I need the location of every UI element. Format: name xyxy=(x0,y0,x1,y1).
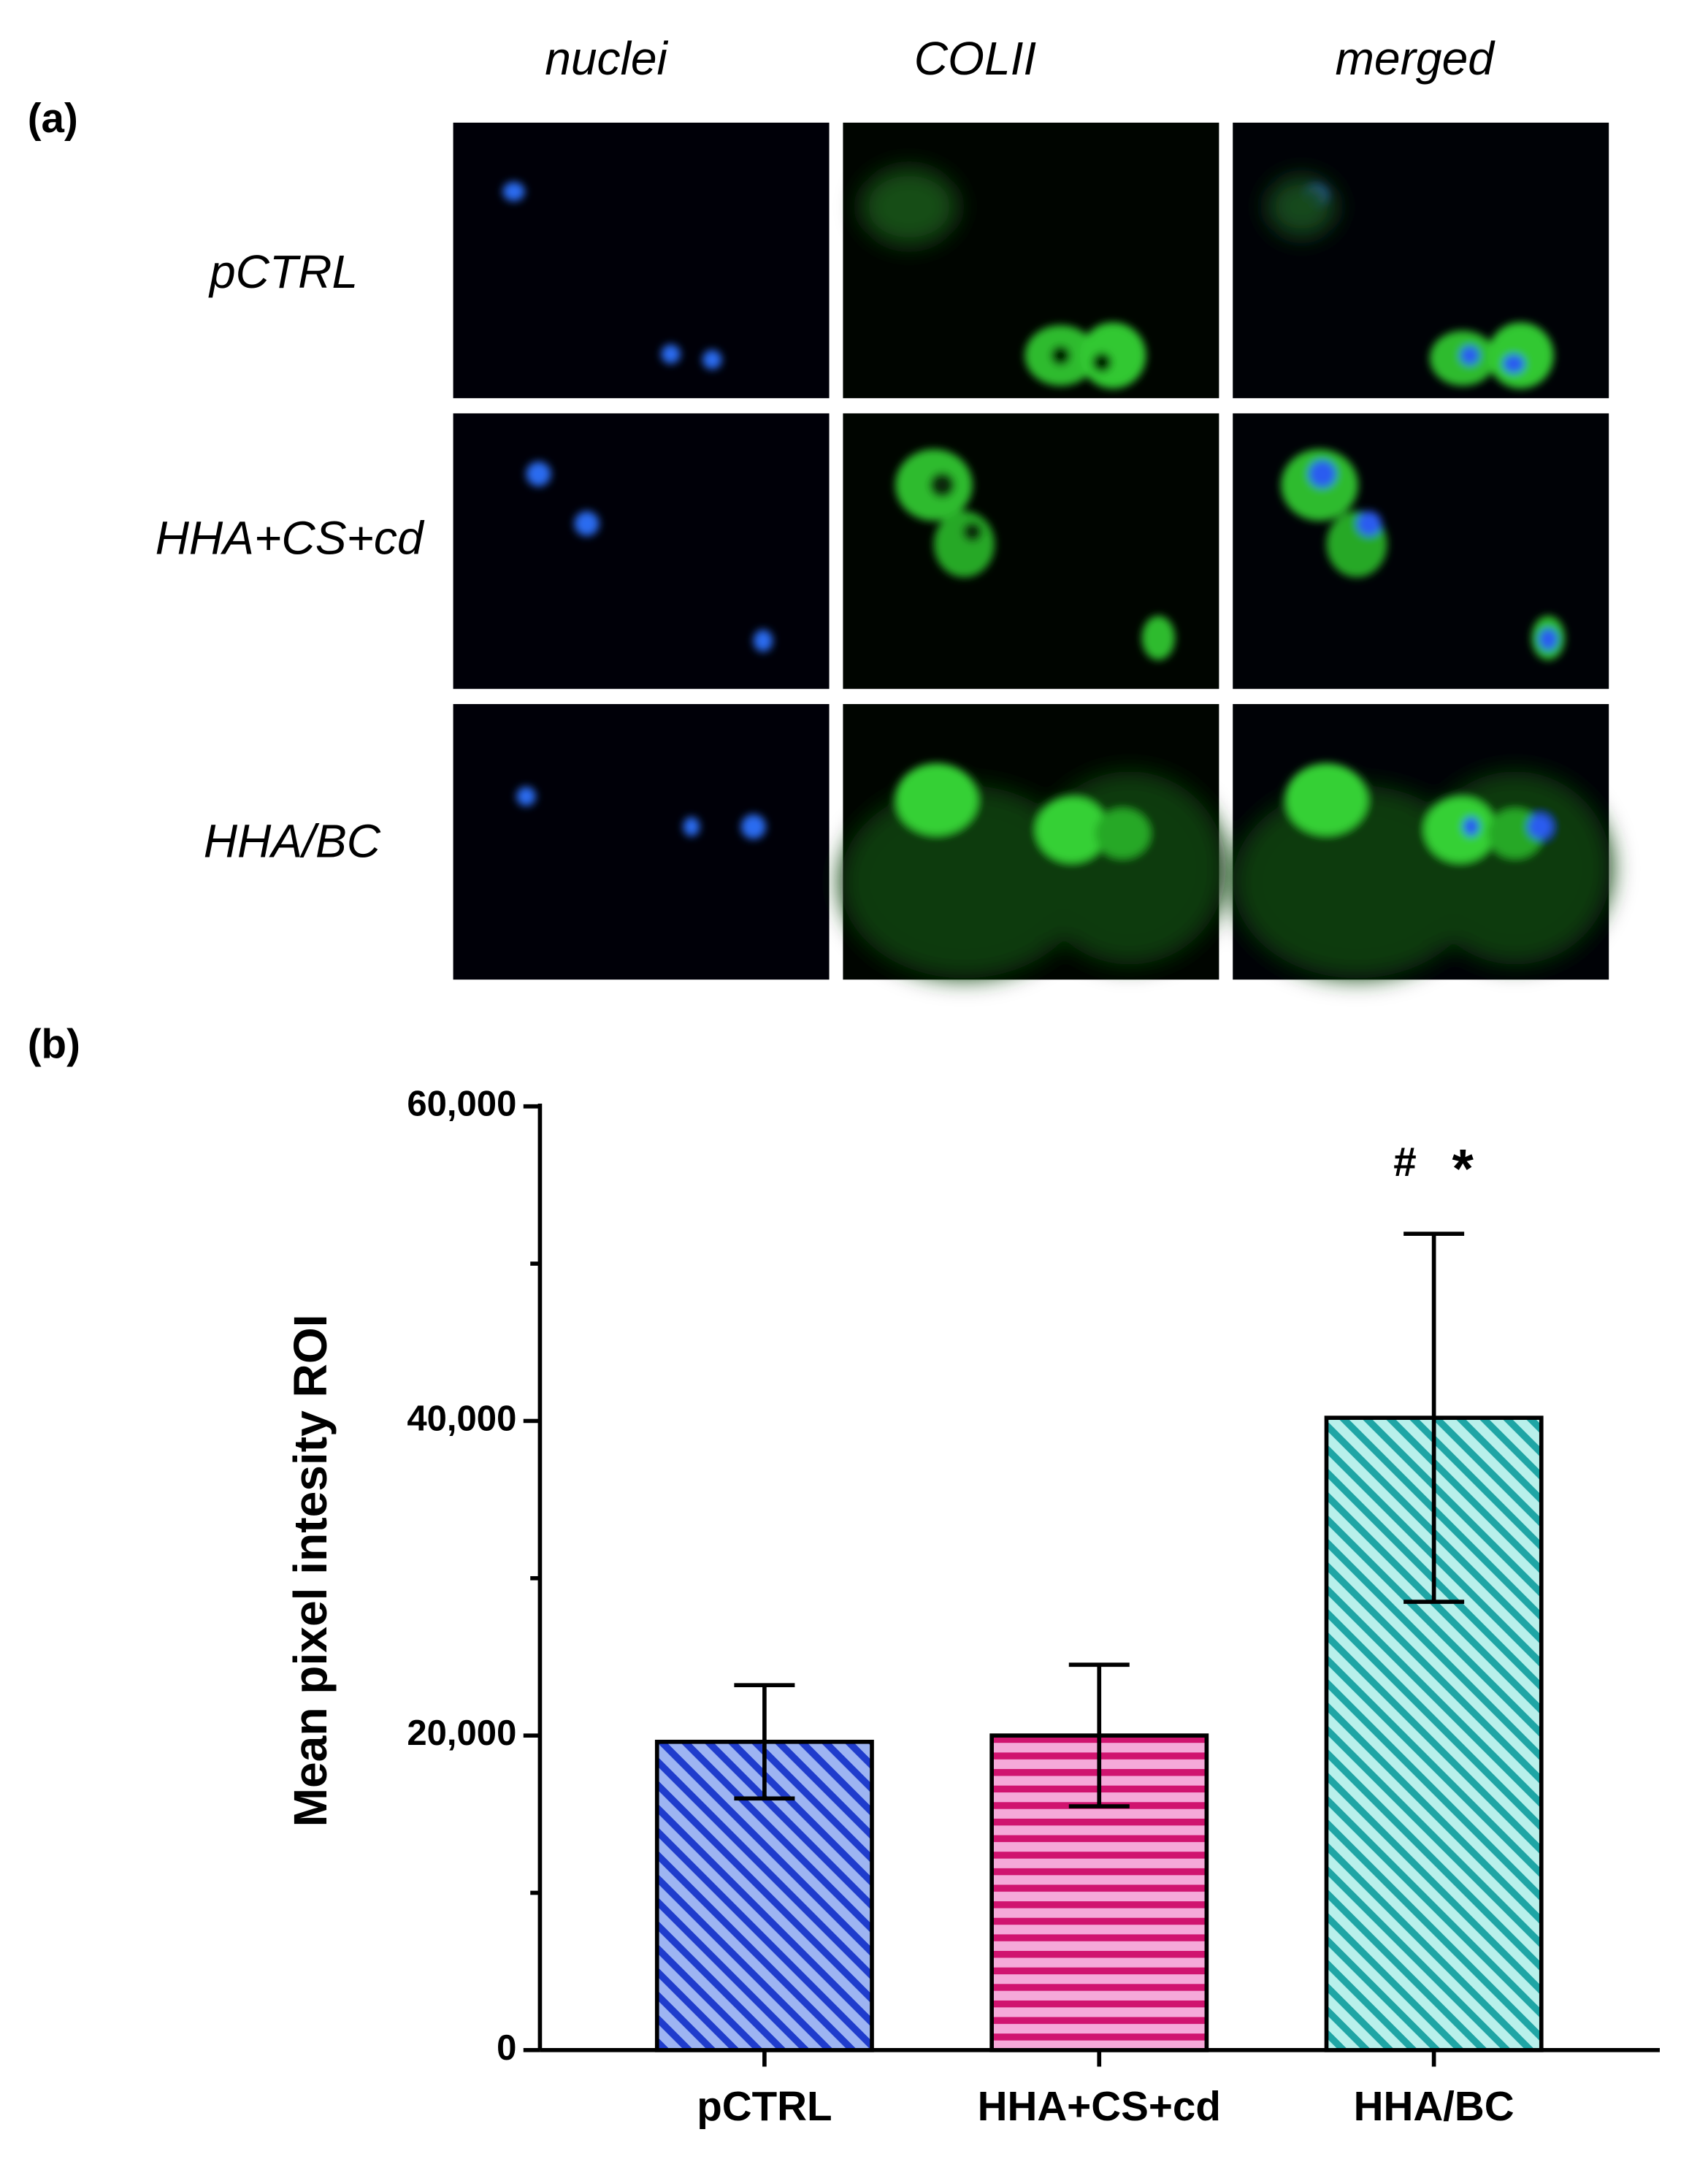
y-tick-label: 60,000 xyxy=(407,1085,516,1124)
significance-label: * xyxy=(1452,1138,1474,1199)
x-tick-label: pCTRL xyxy=(697,2083,832,2129)
micrograph xyxy=(453,703,830,980)
column-label: merged xyxy=(1336,32,1496,85)
column-label: COLII xyxy=(914,32,1037,85)
y-tick-label: 40,000 xyxy=(407,1399,516,1438)
panel-label: (b) xyxy=(28,1021,80,1067)
micrograph xyxy=(453,122,830,399)
row-label: pCTRL xyxy=(208,245,358,298)
error-bar xyxy=(1403,1231,1465,1604)
error-bar xyxy=(734,1683,795,1801)
panel-label: (a) xyxy=(28,95,78,141)
y-tick-label: 0 xyxy=(497,2028,516,2068)
row-label: HHA/BC xyxy=(204,814,381,867)
micrograph xyxy=(453,413,830,689)
x-tick-label: HHA/BC xyxy=(1354,2083,1514,2129)
column-label: nuclei xyxy=(545,32,668,85)
x-tick-label: HHA+CS+cd xyxy=(978,2083,1221,2129)
y-tick-label: 20,000 xyxy=(407,1714,516,1753)
error-bar xyxy=(1068,1662,1130,1808)
y-axis-title: Mean pixel intesity ROI xyxy=(284,1314,337,1827)
significance-label: # xyxy=(1393,1139,1416,1185)
micrographs xyxy=(453,122,1612,980)
row-label: HHA+CS+cd xyxy=(156,511,425,564)
